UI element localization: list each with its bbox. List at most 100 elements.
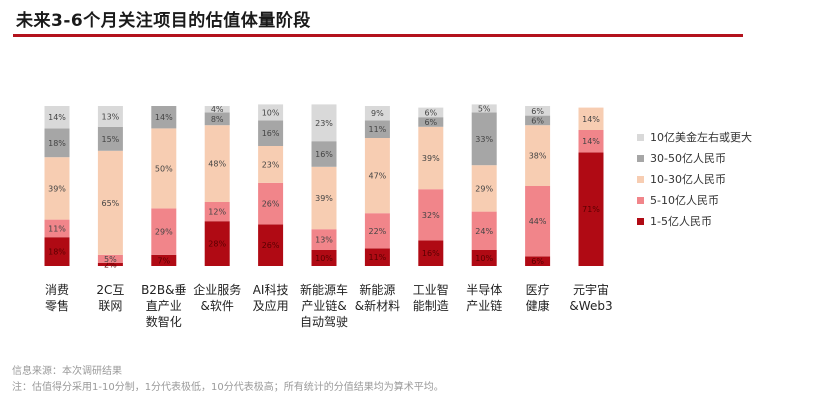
- bar-segment: [311, 104, 337, 142]
- category-label: &Web3: [569, 299, 612, 313]
- category-label: B2B&垂: [141, 283, 186, 297]
- category-label: 联网: [98, 299, 122, 313]
- bar-value-label: 18%: [48, 139, 66, 148]
- bar-segment: [258, 224, 284, 266]
- bar-value-label: 44%: [529, 217, 547, 226]
- legend-swatch: [637, 218, 644, 225]
- bar-segment: [578, 130, 604, 153]
- bar-value-label: 16%: [315, 150, 333, 159]
- bar-segment: [471, 250, 497, 266]
- bar-segment: [97, 150, 123, 255]
- bar-value-label: 65%: [102, 199, 120, 208]
- bar-value-label: 11%: [369, 253, 387, 262]
- bar-value-label: 6%: [531, 107, 544, 116]
- bar-segment: [97, 254, 123, 263]
- bar-segment: [258, 146, 284, 183]
- bar-value-label: 10%: [262, 108, 280, 117]
- legend-swatch: [637, 134, 644, 141]
- bar-segment: [525, 125, 551, 186]
- category-label: 产业链: [466, 298, 502, 313]
- bar-value-label: 39%: [422, 154, 440, 163]
- category-label: &软件: [201, 299, 234, 313]
- bar-value-label: 11%: [48, 224, 66, 233]
- chart-title: 未来3-6个月关注项目的估值体量阶段: [16, 11, 311, 31]
- category-label: 工业智: [413, 282, 449, 297]
- bar-value-label: 29%: [155, 228, 173, 237]
- bar-segment: [471, 165, 497, 212]
- bar-segment: [525, 115, 551, 126]
- bar-segment: [204, 106, 230, 113]
- bar-value-label: 24%: [475, 227, 493, 236]
- bar-value-label: 26%: [262, 241, 280, 250]
- bar-segment: [258, 120, 284, 146]
- bar-segment: [97, 262, 123, 266]
- bar-value-label: 29%: [475, 184, 493, 193]
- bar-segment: [471, 112, 497, 166]
- bar-value-label: 13%: [315, 236, 333, 245]
- bar-segment: [204, 221, 230, 266]
- bar-segment: [525, 106, 551, 116]
- bar-segment: [418, 240, 444, 266]
- bar-segment: [418, 117, 444, 127]
- bar-segment: [44, 237, 70, 266]
- category-label: 消费: [45, 283, 69, 297]
- bar-segment: [418, 107, 444, 118]
- bar-value-label: 14%: [582, 115, 600, 124]
- bar-value-label: 18%: [48, 248, 66, 257]
- bar-value-label: 16%: [262, 129, 280, 138]
- category-label: 元宇宙: [573, 282, 609, 297]
- bar-segment: [418, 189, 444, 241]
- bar-segment: [44, 219, 70, 238]
- bar-segment: [204, 125, 230, 202]
- bar-value-label: 12%: [208, 208, 226, 217]
- category-label: 能制造: [413, 299, 449, 313]
- bar-value-label: 5%: [104, 255, 117, 264]
- bar-value-label: 23%: [315, 119, 333, 128]
- category-label: 2C互: [96, 283, 124, 297]
- bar-segment: [97, 126, 123, 151]
- bar-segment: [578, 107, 604, 130]
- bar-segment: [364, 138, 390, 214]
- methodology-note: 注：估值得分采用1-10分制，1分代表极低，10分代表极高；所有统计的分值结果均…: [12, 382, 444, 393]
- category-label: 产业链&: [301, 298, 346, 313]
- bar-value-label: 28%: [208, 240, 226, 249]
- bar-segment: [364, 213, 390, 249]
- bar-value-label: 8%: [211, 115, 224, 124]
- bar-segment: [97, 106, 123, 127]
- bar-value-label: 38%: [529, 152, 547, 161]
- category-label: 健康: [526, 298, 550, 313]
- bar-segment: [204, 202, 230, 222]
- bar-segment: [471, 211, 497, 250]
- bar-value-label: 14%: [582, 137, 600, 146]
- bar-value-label: 33%: [475, 135, 493, 144]
- bar-segment: [44, 128, 70, 158]
- category-label: &新材料: [355, 298, 400, 313]
- bar-value-label: 22%: [369, 227, 387, 236]
- bar-value-label: 32%: [422, 211, 440, 220]
- bar-segment: [151, 128, 177, 209]
- legend-swatch: [637, 197, 644, 204]
- bar-value-label: 47%: [369, 172, 387, 181]
- legend-label: 1-5亿人民币: [650, 215, 712, 228]
- bar-value-label: 23%: [262, 160, 280, 169]
- bar-value-label: 2%: [104, 260, 117, 269]
- bar-value-label: 11%: [369, 125, 387, 134]
- bar-segment: [44, 106, 70, 129]
- bar-value-label: 4%: [211, 105, 224, 114]
- bar-value-label: 6%: [531, 257, 544, 266]
- bar-segment: [258, 104, 284, 121]
- legend-label: 10-30亿人民币: [650, 173, 726, 186]
- bar-segment: [364, 106, 390, 121]
- bar-segment: [151, 106, 177, 129]
- bar-segment: [311, 166, 337, 230]
- category-label: 自动驾驶: [300, 314, 348, 329]
- bar-segment: [418, 126, 444, 190]
- bar-value-label: 50%: [155, 164, 173, 173]
- bar-segment: [578, 152, 604, 266]
- source-note: 信息来源：本次调研结果: [12, 366, 122, 377]
- legend-swatch: [637, 176, 644, 183]
- bar-value-label: 14%: [48, 113, 66, 122]
- bar-value-label: 10%: [475, 254, 493, 263]
- bar-value-label: 39%: [48, 184, 66, 193]
- bar-value-label: 71%: [582, 205, 600, 214]
